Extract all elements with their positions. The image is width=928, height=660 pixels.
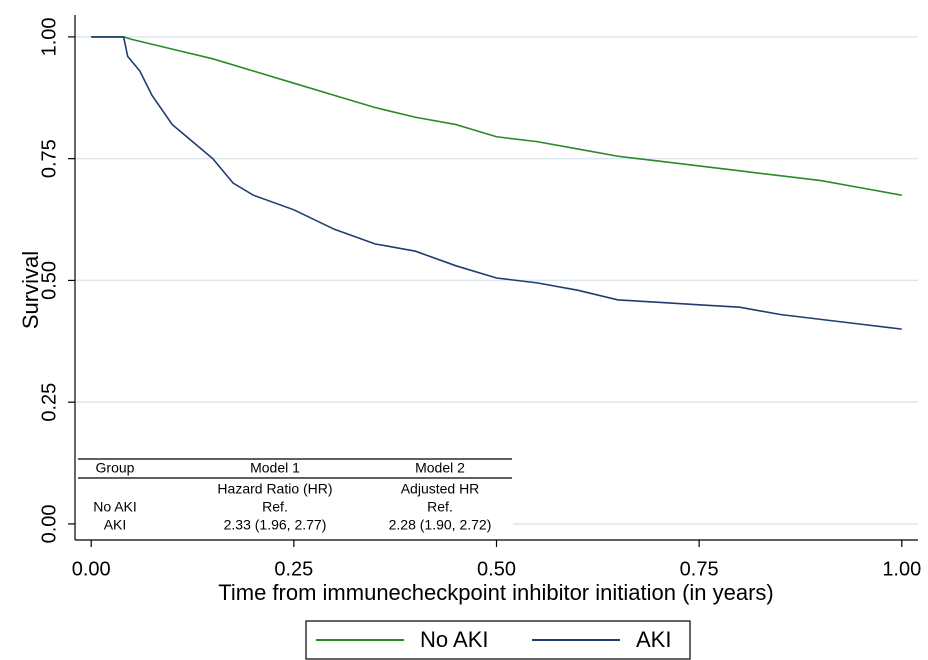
table-cell: No AKI [93, 499, 137, 515]
y-axis-label: Survival [18, 251, 43, 329]
y-tick-label: 1.00 [38, 17, 60, 56]
x-tick-label: 1.00 [882, 558, 921, 580]
table-header: Group [96, 460, 135, 476]
x-tick-label: 0.00 [72, 558, 111, 580]
table-cell: Adjusted HR [401, 481, 480, 497]
y-tick-label: 0.25 [38, 383, 60, 422]
survival-line [91, 36, 902, 330]
table-background [77, 459, 513, 539]
survival-line [91, 36, 902, 196]
table-cell: Hazard Ratio (HR) [217, 481, 332, 497]
x-axis-label: Time from immunecheckpoint inhibitor ini… [218, 580, 774, 605]
y-tick-label: 0.00 [38, 504, 60, 543]
legend-label: No AKI [420, 627, 488, 652]
table-cell: 2.28 (1.90, 2.72) [389, 517, 492, 533]
legend-label: AKI [636, 627, 671, 652]
table-cell: Ref. [427, 499, 453, 515]
table-header: Model 1 [250, 460, 300, 476]
y-tick-label: 0.50 [38, 261, 60, 300]
table-cell: AKI [104, 517, 127, 533]
x-tick-label: 0.50 [477, 558, 516, 580]
x-tick-label: 0.75 [680, 558, 719, 580]
table-cell: 2.33 (1.96, 2.77) [224, 517, 327, 533]
x-tick-label: 0.25 [274, 558, 313, 580]
table-cell: Ref. [262, 499, 288, 515]
y-tick-label: 0.75 [38, 139, 60, 178]
table-header: Model 2 [415, 460, 465, 476]
